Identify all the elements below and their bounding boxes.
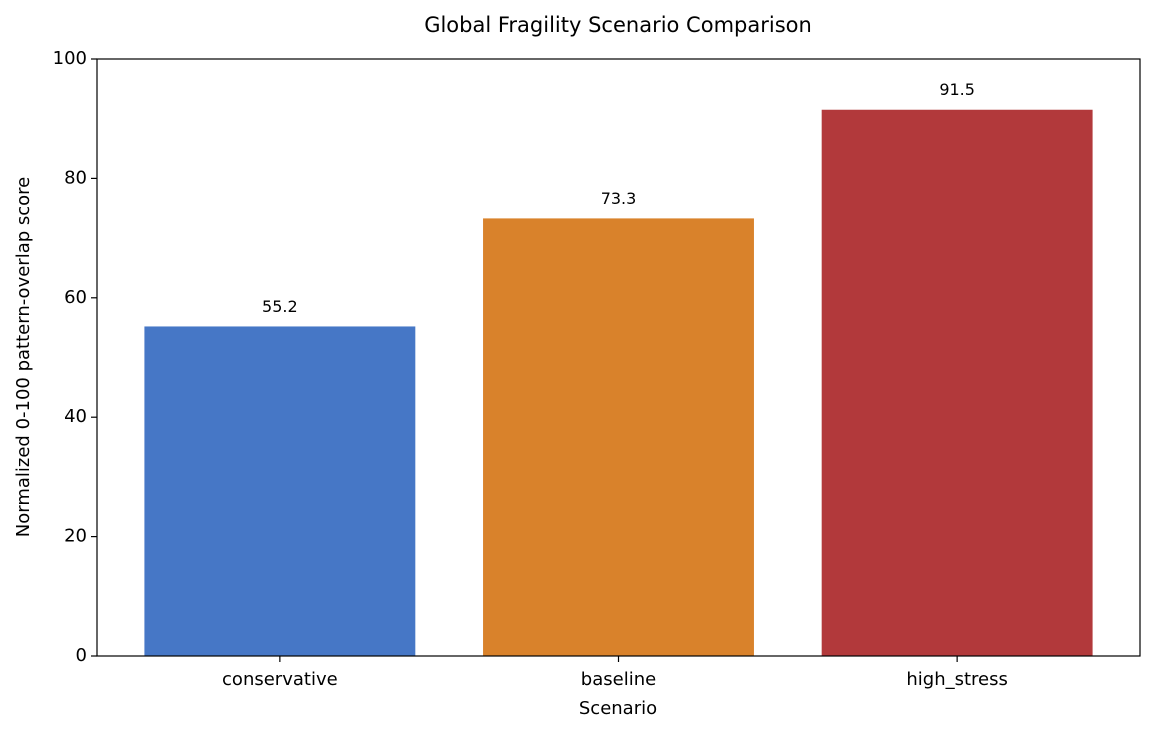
value-label: 91.5: [939, 80, 975, 99]
y-tick-label: 20: [64, 526, 87, 547]
x-tick-label: conservative: [222, 669, 338, 690]
y-tick-label: 0: [76, 645, 87, 666]
x-tick-label: baseline: [581, 669, 656, 690]
value-label: 73.3: [601, 189, 637, 208]
plot-frame: [96, 58, 1141, 657]
bar: [144, 326, 416, 656]
y-tick-label: 100: [53, 48, 87, 69]
y-tick-label: 80: [64, 167, 87, 188]
chart-title: Global Fragility Scenario Comparison: [424, 13, 812, 37]
y-axis-label: Normalized 0-100 pattern-overlap score: [13, 177, 34, 537]
y-tick-label: 60: [64, 287, 87, 308]
bar: [821, 109, 1093, 657]
bar: [483, 218, 754, 657]
x-axis-label: Scenario: [579, 698, 657, 719]
value-label: 55.2: [262, 297, 298, 316]
y-tick-label: 40: [64, 406, 87, 427]
x-tick-label: high_stress: [906, 669, 1008, 690]
